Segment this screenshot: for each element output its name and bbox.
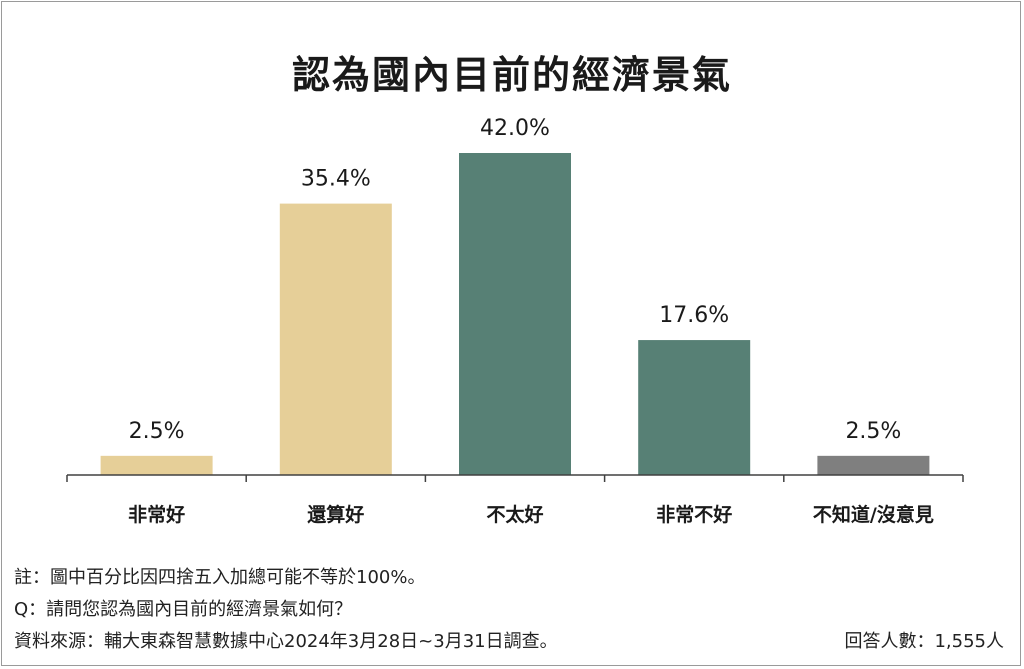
data-label-3: 42.0% <box>480 116 550 141</box>
bar-4 <box>638 340 751 475</box>
data-label-5: 2.5% <box>845 419 901 444</box>
survey-question: Q：請問您認為國內目前的經濟景氣如何？ <box>14 599 353 620</box>
bar-5 <box>817 455 930 475</box>
data-label-2: 35.4% <box>301 167 371 192</box>
respondent-count: 回答人數：1,555人 <box>844 631 1004 652</box>
category-label-1: 非常好 <box>128 503 185 526</box>
category-label-3: 不太好 <box>486 503 543 526</box>
category-label-2: 還算好 <box>307 503 364 526</box>
bar-1 <box>100 455 213 475</box>
chart-title: 認為國內目前的經濟景氣 <box>291 53 732 97</box>
data-label-1: 2.5% <box>129 419 185 444</box>
category-label-4: 非常不好 <box>656 503 732 526</box>
rounding-note: 註：圖中百分比因四捨五入加總可能不等於100%。 <box>14 567 426 588</box>
bar-2 <box>279 203 392 475</box>
data-source: 資料來源：輔大東森智慧數據中心2024年3月28日~3月31日調查。 <box>14 631 558 652</box>
data-label-4: 17.6% <box>659 303 729 328</box>
bar-3 <box>459 153 571 475</box>
category-label-5: 不知道/沒意見 <box>813 503 934 526</box>
